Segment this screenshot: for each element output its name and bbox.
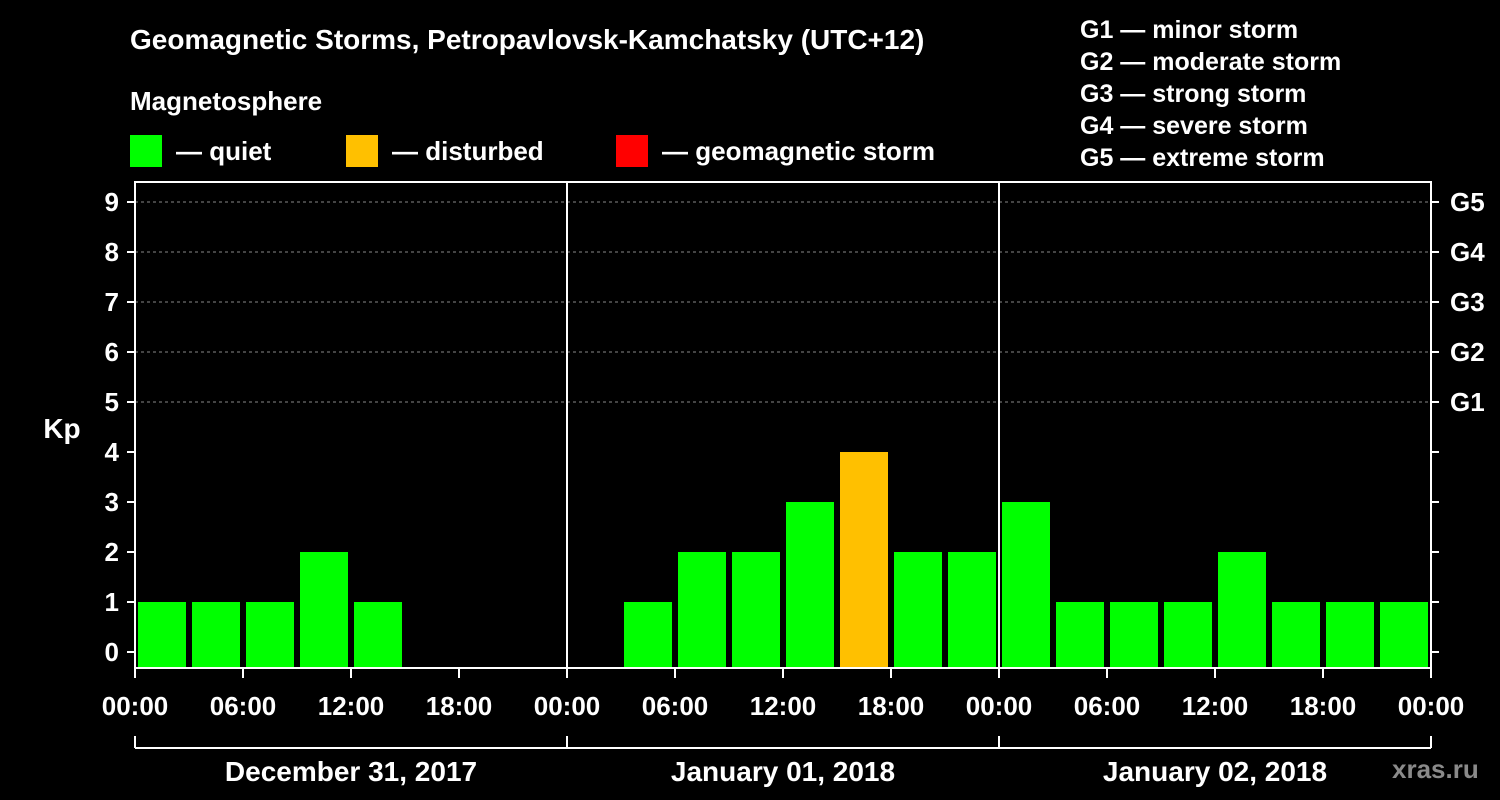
y-tick-label: 5 — [105, 387, 119, 417]
magnetosphere-label: Magnetosphere — [130, 86, 323, 116]
watermark: xras.ru — [1392, 754, 1479, 784]
kp-bar — [1110, 602, 1158, 668]
kp-bar — [1218, 552, 1266, 668]
quiet-swatch — [130, 135, 162, 167]
x-tick-label: 06:00 — [642, 691, 709, 721]
kp-bar — [354, 602, 402, 668]
x-tick-label: 12:00 — [750, 691, 817, 721]
x-tick-label: 18:00 — [858, 691, 925, 721]
kp-bar — [1380, 602, 1428, 668]
y-tick-label: 7 — [105, 287, 119, 317]
legend-quiet-label: — quiet — [176, 135, 272, 166]
disturbed-swatch — [346, 135, 378, 167]
kp-bar — [1002, 502, 1050, 668]
y-tick-label: 2 — [105, 537, 119, 567]
kp-bar — [1164, 602, 1212, 668]
legend-disturbed-label: — disturbed — [392, 135, 544, 166]
kp-bar — [624, 602, 672, 668]
day-label: January 01, 2018 — [671, 756, 895, 787]
x-tick-label: 06:00 — [210, 691, 277, 721]
x-tick-label: 18:00 — [426, 691, 493, 721]
day-label: January 02, 2018 — [1103, 756, 1327, 787]
kp-bar — [1272, 602, 1320, 668]
x-tick-label: 00:00 — [966, 691, 1033, 721]
y-tick-label: 8 — [105, 237, 119, 267]
kp-bar — [786, 502, 834, 668]
y-tick-label: 0 — [105, 637, 119, 667]
kp-bar — [894, 552, 942, 668]
storm-level-g5: G5 — extreme storm — [1080, 144, 1325, 172]
storm-level-tick-label: G5 — [1450, 187, 1485, 217]
storm-level-tick-label: G1 — [1450, 387, 1485, 417]
kp-bar — [1326, 602, 1374, 668]
x-tick-label: 00:00 — [102, 691, 169, 721]
y-tick-label: 3 — [105, 487, 119, 517]
storm-level-tick-label: G4 — [1450, 237, 1485, 267]
kp-bar — [678, 552, 726, 668]
x-tick-label: 18:00 — [1290, 691, 1357, 721]
storm-swatch — [616, 135, 648, 167]
kp-bar — [840, 452, 888, 668]
y-tick-label: 9 — [105, 187, 119, 217]
y-tick-label: 6 — [105, 337, 119, 367]
kp-bar — [732, 552, 780, 668]
kp-bar — [948, 552, 996, 668]
chart-title: Geomagnetic Storms, Petropavlovsk-Kamcha… — [130, 24, 925, 55]
storm-level-g3: G3 — strong storm — [1080, 80, 1307, 108]
kp-bar — [300, 552, 348, 668]
storm-level-g4: G4 — severe storm — [1080, 112, 1308, 140]
legend-disturbed: — disturbed — [346, 134, 544, 168]
kp-bar — [1056, 602, 1104, 668]
legend-quiet: — quiet — [130, 134, 271, 168]
legend-storm-label: — geomagnetic storm — [662, 135, 936, 166]
day-label: December 31, 2017 — [225, 756, 477, 787]
y-tick-label: 1 — [105, 587, 119, 617]
kp-bar — [246, 602, 294, 668]
kp-bar — [138, 602, 186, 668]
x-tick-label: 06:00 — [1074, 691, 1141, 721]
x-tick-label: 12:00 — [1182, 691, 1249, 721]
x-tick-label: 00:00 — [534, 691, 601, 721]
storm-level-tick-label: G3 — [1450, 287, 1485, 317]
storm-level-g1: G1 — minor storm — [1080, 16, 1299, 44]
storm-level-legend: G1 — minor storm G2 — moderate storm G3 … — [1080, 14, 1341, 174]
storm-level-g2: G2 — moderate storm — [1080, 48, 1342, 76]
x-tick-label: 00:00 — [1398, 691, 1465, 721]
x-tick-label: 12:00 — [318, 691, 385, 721]
y-axis-label: Kp — [43, 413, 80, 444]
kp-bar — [192, 602, 240, 668]
y-tick-label: 4 — [105, 437, 120, 467]
storm-level-tick-label: G2 — [1450, 337, 1485, 367]
legend-storm: — geomagnetic storm — [616, 134, 935, 168]
